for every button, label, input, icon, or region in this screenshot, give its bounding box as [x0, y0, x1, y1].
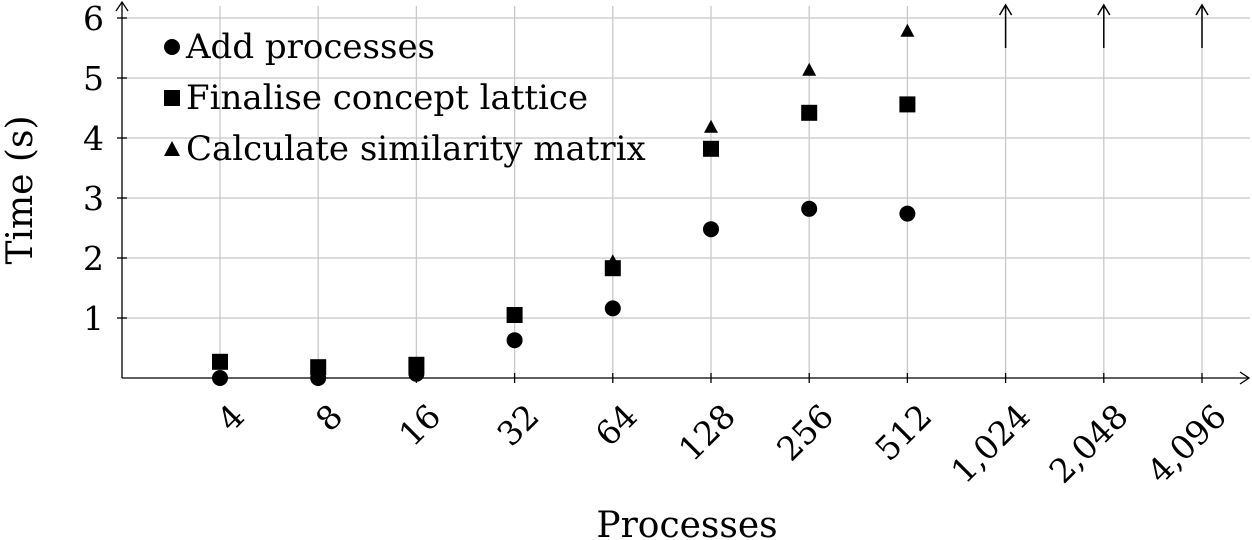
point-add-processes — [703, 221, 719, 238]
point-add-processes — [408, 365, 425, 382]
x-tick-label: 256 — [769, 396, 841, 468]
legend-label-add-processes: Add processes — [185, 27, 435, 67]
point-calculate-similarity-matrix — [900, 23, 915, 37]
data-points — [212, 23, 916, 386]
x-tick-label: 8 — [308, 396, 350, 438]
point-finalise-concept-lattice — [212, 353, 228, 370]
grid — [122, 6, 1250, 378]
point-calculate-similarity-matrix — [704, 119, 718, 133]
y-tick-label: 3 — [83, 179, 104, 218]
x-tick-label: 32 — [489, 396, 546, 453]
x-tick-label: 4 — [210, 396, 252, 438]
y-tick-label: 6 — [83, 0, 104, 38]
x-tick-label: 128 — [671, 396, 743, 468]
point-finalise-concept-lattice — [703, 140, 719, 157]
point-finalise-concept-lattice — [506, 307, 523, 323]
y-tick-label: 1 — [83, 299, 104, 338]
point-add-processes — [212, 370, 228, 386]
x-axis-arrow — [1239, 371, 1251, 385]
legend-label-calculate-similarity-matrix: Calculate similarity matrix — [186, 129, 646, 169]
x-tick-label: 64 — [588, 396, 645, 453]
offscale-arrow-icon — [1195, 3, 1209, 48]
y-tick-label: 2 — [83, 239, 104, 278]
legend-marker-add-processes — [164, 39, 180, 55]
x-axis-title: Processes — [596, 505, 777, 540]
legend-label-finalise-concept-lattice: Finalise concept lattice — [186, 78, 588, 118]
legend-marker-calculate-similarity-matrix — [164, 141, 180, 156]
y-axis-title: Time (s) — [0, 116, 41, 265]
offscale-arrow-icon — [1097, 3, 1111, 48]
axes — [115, 0, 1251, 385]
point-finalise-concept-lattice — [604, 260, 621, 277]
point-add-processes — [310, 370, 327, 386]
x-tick-label: 2,048 — [1041, 396, 1135, 490]
y-tick-label: 4 — [83, 119, 104, 158]
x-tick-label: 512 — [867, 396, 939, 468]
legend: Add processes Finalise concept lattice C… — [164, 27, 646, 169]
point-finalise-concept-lattice — [899, 96, 916, 113]
x-tick-label: 4,096 — [1140, 396, 1234, 490]
legend-marker-finalise-concept-lattice — [164, 90, 180, 106]
y-tick-label: 5 — [83, 59, 104, 98]
y-axis-arrow — [115, 0, 129, 12]
x-tick-labels: 4 8 16 32 64 128 256 512 1,024 2,048 4,096 — [210, 373, 1234, 491]
offscale-arrow-icon — [998, 3, 1013, 48]
point-calculate-similarity-matrix — [802, 62, 817, 76]
offscale-arrows — [998, 3, 1209, 48]
point-add-processes — [801, 200, 818, 217]
y-tick-labels: 1 2 3 4 5 6 — [83, 0, 127, 338]
x-tick-label: 1,024 — [943, 396, 1037, 490]
point-add-processes — [899, 205, 916, 222]
x-tick-label: 16 — [391, 396, 448, 453]
point-add-processes — [506, 332, 523, 349]
point-add-processes — [604, 300, 621, 317]
point-finalise-concept-lattice — [801, 104, 818, 121]
